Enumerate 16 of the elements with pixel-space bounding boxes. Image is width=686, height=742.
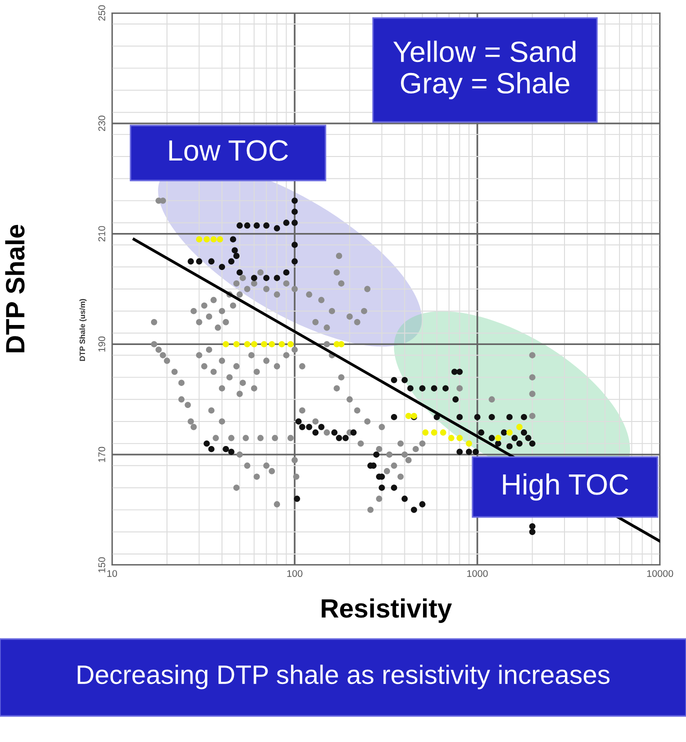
y-tick-label: 190 <box>98 336 106 352</box>
text: Decreasing DTP shale as resistivity increases <box>78 664 610 690</box>
x-tick-label: 10000 <box>647 570 674 577</box>
y-axis-title: DTP Shale <box>5 224 25 352</box>
y-tick-label: 170 <box>98 446 106 462</box>
x-tick-label: 10 <box>107 570 118 577</box>
y-tick-label: 210 <box>98 226 106 242</box>
annotation: High TOC <box>503 473 628 501</box>
y-tick-label: 250 <box>98 5 106 21</box>
annotation: Low TOC <box>169 140 288 161</box>
annotation: Yellow = Sand Gray = Shale <box>393 40 576 100</box>
y-tick-label: 150 <box>98 557 106 572</box>
x-tick-label: 100 <box>287 570 302 577</box>
x-axis-title: Resistivity <box>322 598 452 623</box>
x-tick-label: 1000 <box>467 570 488 577</box>
y-tick-label: 230 <box>98 116 106 132</box>
